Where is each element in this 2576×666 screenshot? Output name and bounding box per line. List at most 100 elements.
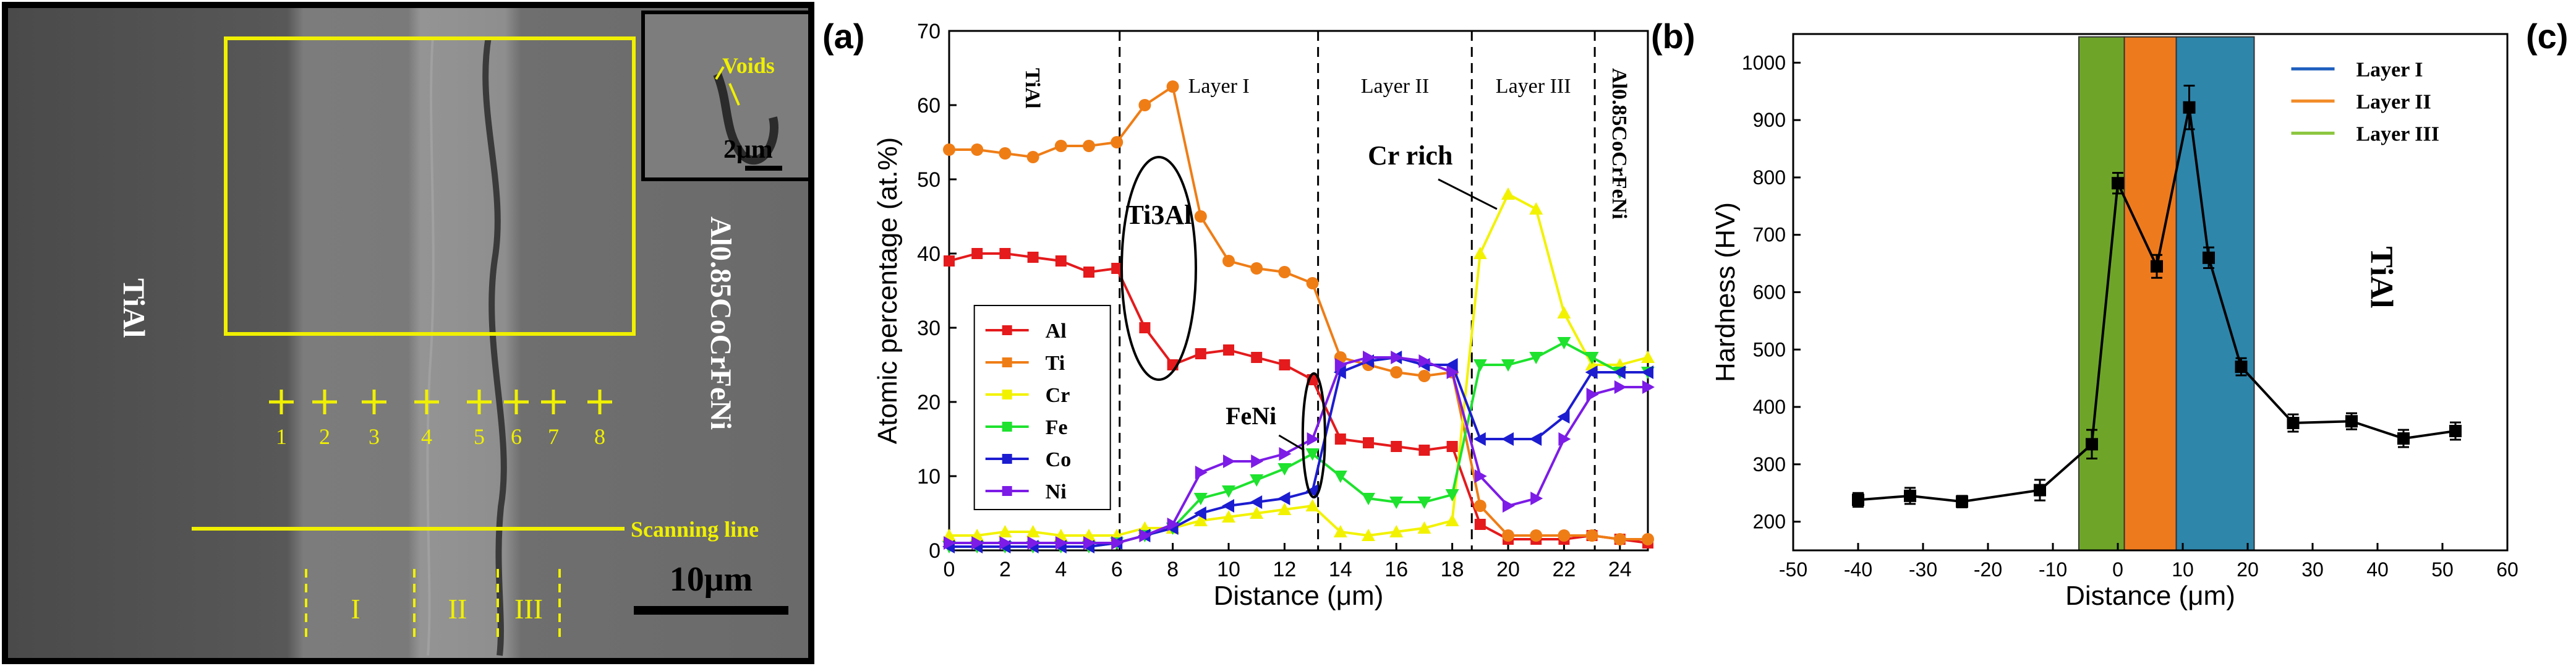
hardness-point-9	[2235, 361, 2248, 374]
x-tick-label-14: 14	[1329, 558, 1352, 581]
series-point-fe-10	[1222, 485, 1235, 498]
legend-label-ni: Ni	[1046, 480, 1067, 503]
series-point-ti-1	[971, 143, 984, 156]
series-point-ni-18	[1446, 365, 1459, 379]
legend-label-layer-iii: Layer III	[2356, 122, 2439, 145]
series-point-ni-15	[1363, 351, 1375, 364]
voids-arrow	[715, 66, 740, 106]
series-point-co-18	[1445, 358, 1458, 372]
series-point-ti-21	[1530, 529, 1543, 542]
series-point-al-7	[1139, 322, 1151, 333]
hardness-point-5	[2112, 177, 2124, 190]
y-tick-label-400: 400	[1753, 396, 1786, 418]
series-line-cr	[949, 192, 1648, 537]
composition-annotations: Ti3Al FeNi Cr rich	[1120, 140, 1498, 498]
y-tick-label-900: 900	[1753, 109, 1786, 131]
series-point-fe-9	[1193, 493, 1208, 505]
point-label-8: 8	[594, 424, 605, 449]
legend-label-al: Al	[1046, 320, 1067, 343]
series-point-ti-6	[1111, 136, 1124, 148]
hardness-legend: Layer I Layer II Layer III	[2291, 58, 2439, 145]
series-point-fe-21	[1529, 352, 1543, 364]
zone-label-1: Layer I	[1188, 75, 1250, 98]
x-tick-label-60: 60	[2496, 558, 2518, 581]
x-tick-label-2: 2	[999, 558, 1011, 581]
series-point-al-6	[1111, 263, 1123, 274]
series-point-ni-11	[1251, 455, 1264, 468]
series-point-al-2	[999, 248, 1011, 259]
series-point-ni-1	[971, 536, 984, 550]
feni-ellipse	[1301, 372, 1326, 498]
x-tick-label--40: -40	[1844, 558, 1872, 581]
series-point-fe-16	[1389, 497, 1404, 509]
series-point-ti-13	[1306, 277, 1319, 289]
x-tick-label-30: 30	[2301, 558, 2324, 581]
hardness-point-1	[1904, 489, 1916, 502]
series-point-cr-21	[1529, 202, 1543, 215]
series-point-al-15	[1363, 437, 1374, 448]
series-point-ti-23	[1585, 529, 1598, 542]
scale-bar-label: 10μm	[670, 560, 753, 599]
series-point-ti-24	[1613, 533, 1626, 545]
scanning-line-label: Scanning line	[631, 517, 759, 542]
series-point-ni-16	[1391, 351, 1404, 364]
inset-scale-label: 2μm	[723, 135, 773, 164]
hardness-point-11	[2345, 415, 2358, 428]
x-tick-label-22: 22	[1552, 558, 1576, 581]
y-tick-label-70: 70	[917, 20, 940, 43]
series-point-al-1	[971, 248, 983, 259]
scale-bar	[634, 606, 788, 615]
layer-label-2: II	[448, 593, 467, 625]
layer-dividers	[305, 569, 561, 637]
x-tick-label-10: 10	[2172, 558, 2194, 581]
x-tick-label--20: -20	[1974, 558, 2002, 581]
series-point-al-11	[1251, 352, 1263, 363]
series-point-ti-7	[1138, 99, 1151, 111]
point-label-2: 2	[319, 424, 330, 449]
series-point-ni-14	[1334, 358, 1347, 372]
series-point-ni-12	[1279, 447, 1292, 461]
series-point-ti-11	[1250, 262, 1263, 275]
series-point-cr-20	[1501, 187, 1515, 200]
series-point-ni-10	[1223, 455, 1235, 468]
y-tick-label-0: 0	[929, 539, 940, 563]
y-tick-label-300: 300	[1753, 453, 1786, 476]
series-point-cr-13	[1305, 499, 1320, 511]
x-tick-label--30: -30	[1909, 558, 1937, 581]
series-point-cr-16	[1389, 525, 1404, 537]
sem-micrograph-panel: Voids 2μm TiAl Al0.85CoCrFeNi 1 2 3 4 5 6 7 8 S…	[0, 0, 816, 666]
point-label-3: 3	[369, 424, 380, 449]
series-point-ni-21	[1530, 492, 1543, 505]
hardness-point-0	[1852, 493, 1864, 506]
point-label-6: 6	[511, 424, 522, 449]
left-material-label: TiAl	[117, 278, 151, 338]
right-material-label: Al0.85CoCrFeNi	[704, 216, 737, 430]
x-tick-label-16: 16	[1384, 558, 1408, 581]
series-point-cr-15	[1362, 529, 1375, 541]
annotation-ti3al: Ti3Al	[1126, 200, 1192, 230]
series-point-ti-4	[1054, 140, 1067, 152]
series-point-ni-0	[944, 536, 956, 550]
series-point-al-14	[1334, 433, 1346, 445]
legend-label-cr: Cr	[1046, 384, 1070, 407]
series-point-cr-2	[998, 525, 1012, 537]
y-tick-label-10: 10	[917, 465, 940, 489]
series-point-al-5	[1083, 267, 1094, 278]
x-tick-label-20: 20	[2237, 558, 2259, 581]
series-point-ti-2	[999, 147, 1012, 160]
x-tick-label-0: 0	[2112, 558, 2123, 581]
hardness-side-label: TiAl	[2364, 246, 2399, 308]
hardness-point-13	[2449, 425, 2462, 438]
series-point-co-22	[1557, 410, 1570, 424]
cr-rich-arrow	[1438, 178, 1498, 210]
series-point-cr-18	[1445, 514, 1459, 526]
series-point-al-12	[1279, 359, 1290, 370]
series-point-cr-11	[1250, 506, 1264, 519]
series-point-al-18	[1446, 441, 1458, 452]
hardness-chart: (c) -50 -40 -30 -20 -10 0 10 20 30 40 50 60 200 300 40…	[1710, 17, 2568, 611]
series-point-cr-9	[1193, 514, 1208, 526]
series-point-al-19	[1474, 519, 1486, 530]
composition-legend: Al Ti Cr Fe Co Ni	[973, 305, 1111, 510]
series-point-ni-17	[1418, 354, 1431, 368]
legend-label-layer-i: Layer I	[2356, 58, 2423, 81]
